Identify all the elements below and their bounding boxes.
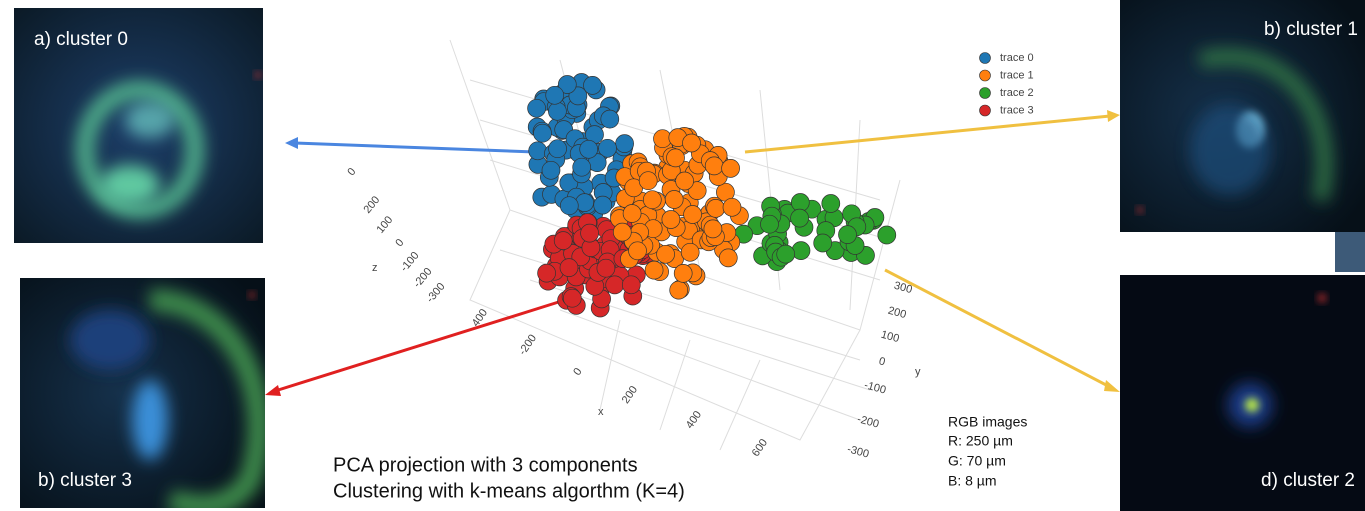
point [563, 289, 581, 307]
legend-marker [980, 105, 991, 116]
point [597, 259, 615, 277]
z-tick-label: 100 [374, 214, 395, 236]
legend-marker [980, 70, 991, 81]
y-tick-label: 0 [878, 355, 887, 368]
point [581, 224, 599, 242]
point [584, 76, 602, 94]
point [623, 205, 641, 223]
point [601, 110, 619, 128]
point [606, 276, 624, 294]
point [792, 242, 810, 260]
point [839, 226, 857, 244]
point [676, 172, 694, 190]
point [684, 206, 702, 224]
point [705, 157, 723, 175]
point [528, 99, 546, 117]
point [629, 242, 647, 260]
z-tick-label: -300 [424, 281, 447, 306]
point [665, 191, 683, 209]
point [667, 149, 685, 167]
point [548, 102, 566, 120]
point [791, 209, 809, 227]
point [573, 158, 591, 176]
x-tick-label: 200 [620, 384, 640, 406]
point [529, 142, 547, 160]
panel-label: d) cluster 2 [1261, 470, 1355, 491]
x-axis-title: x [598, 406, 604, 418]
point [662, 211, 680, 229]
y-tick-label: 100 [880, 329, 901, 345]
point [683, 134, 701, 152]
legend-label: trace 3 [1000, 104, 1034, 116]
point [670, 281, 688, 299]
rgb-note: B: 8 µm [948, 473, 997, 489]
y-tick-label: -100 [863, 379, 887, 396]
point [704, 220, 722, 238]
legend-marker [980, 53, 991, 64]
figure: a) cluster 0 b) cluster 3 b) cluster 1 d… [0, 0, 1365, 511]
point [560, 197, 578, 215]
point [657, 245, 675, 263]
point [576, 194, 594, 212]
y-tick-label: 200 [887, 305, 908, 321]
z-tick-label: -100 [398, 250, 421, 275]
point [814, 234, 832, 252]
z-axis-title: z [372, 262, 378, 274]
point [722, 159, 740, 177]
y-tick-label: -300 [846, 443, 870, 460]
panel-label: a) cluster 0 [34, 29, 128, 50]
point [549, 140, 567, 158]
legend-label: trace 1 [1000, 69, 1034, 81]
scatter-points [528, 74, 896, 318]
caption: PCA projection with 3 components [333, 454, 638, 476]
point [542, 161, 560, 179]
z-tick-label: 200 [361, 194, 382, 216]
point [761, 215, 779, 233]
point [534, 124, 552, 142]
x-tick-label: 600 [750, 437, 770, 459]
z-tick-label: 0 [393, 237, 406, 249]
panel-label: b) cluster 1 [1264, 19, 1358, 40]
point [594, 196, 612, 214]
legend-label: trace 2 [1000, 87, 1034, 99]
point [546, 86, 564, 104]
rgb-note: G: 70 µm [948, 453, 1006, 469]
frame-edge [1335, 232, 1365, 272]
point [822, 195, 840, 213]
point [613, 223, 631, 241]
legend-label: trace 0 [1000, 52, 1034, 64]
point [681, 243, 699, 261]
point [538, 264, 556, 282]
point [707, 199, 725, 217]
point [643, 191, 661, 209]
z-tick-label: -200 [411, 266, 434, 291]
x-tick-label: -200 [517, 332, 539, 357]
point [723, 198, 741, 216]
point [719, 249, 737, 267]
rgb-note: R: 250 µm [948, 433, 1013, 449]
y-tick-label: -200 [856, 413, 880, 430]
point [777, 245, 795, 263]
point [674, 264, 692, 282]
caption: Clustering with k-means algorthm (K=4) [333, 480, 685, 502]
legend-marker [980, 88, 991, 99]
y-axis-title: y [915, 366, 921, 378]
point [616, 135, 634, 153]
rgb-note: RGB images [948, 414, 1027, 430]
point [560, 259, 578, 277]
point [878, 226, 896, 244]
point [639, 172, 657, 190]
panel-label: b) cluster 3 [38, 470, 132, 491]
point [645, 261, 663, 279]
x-tick-label: 400 [684, 409, 704, 431]
point [580, 140, 598, 158]
x-tick-label: 0 [571, 366, 584, 378]
point [554, 232, 572, 250]
z-tick-label: 0 [345, 166, 358, 178]
point [622, 276, 640, 294]
